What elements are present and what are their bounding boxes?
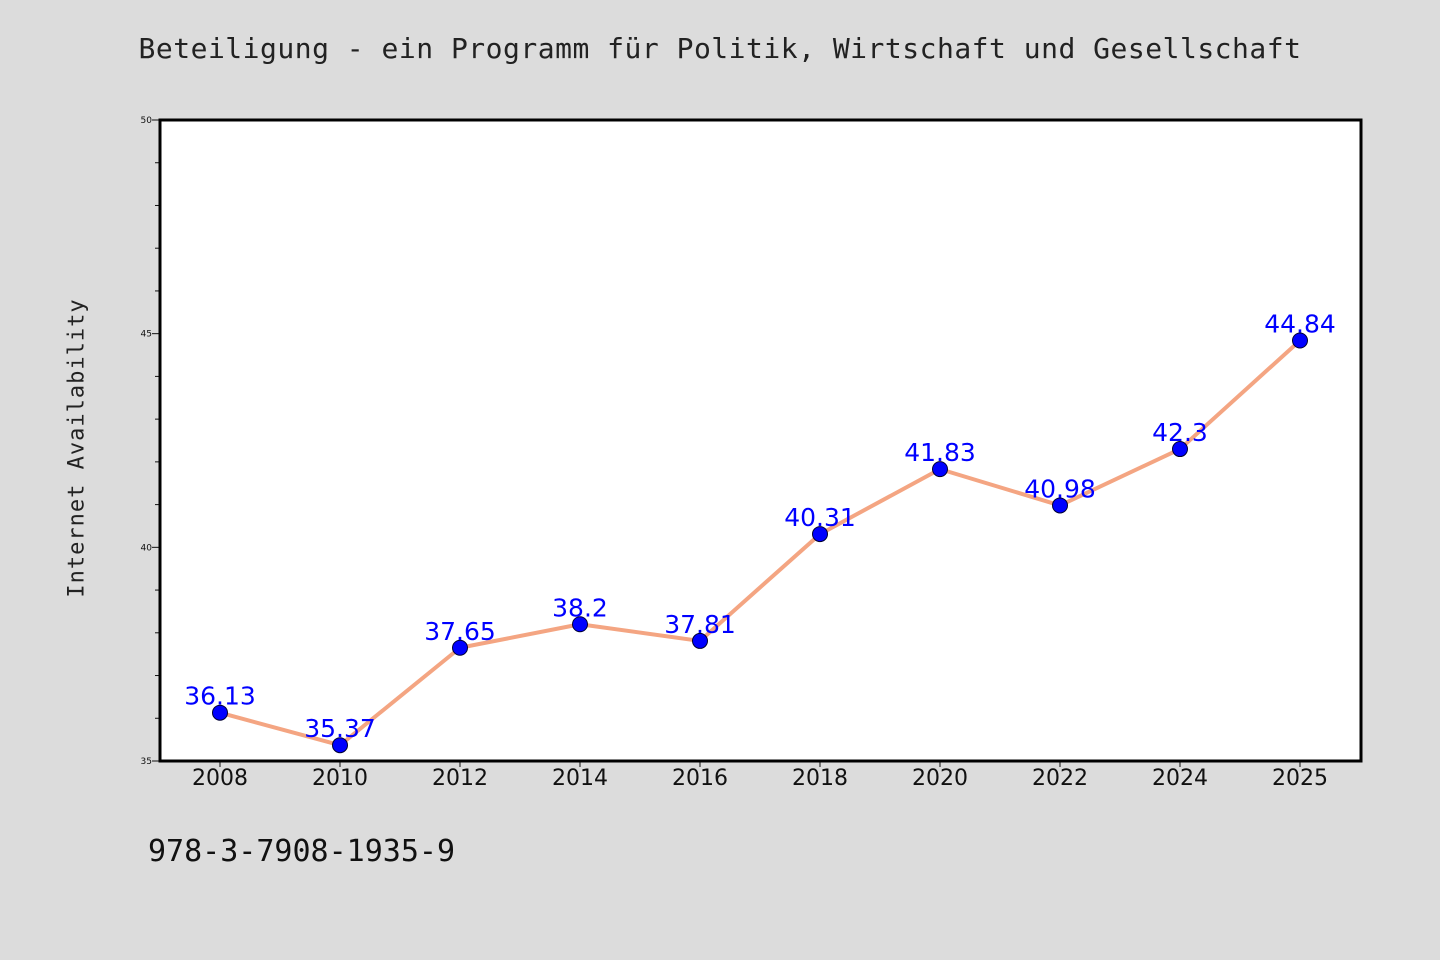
data-point bbox=[1172, 441, 1188, 458]
series-line bbox=[218, 338, 1302, 748]
x-tick-label: 2010 bbox=[312, 766, 368, 791]
data-point bbox=[212, 704, 228, 721]
data-point bbox=[812, 526, 828, 543]
data-label: 35.37 bbox=[304, 714, 376, 743]
y-tick-label: 50 bbox=[141, 116, 153, 126]
x-tick-label: 2008 bbox=[192, 766, 248, 791]
data-label: 44.84 bbox=[1264, 310, 1336, 339]
chart-title: Beteiligung - ein Programm für Politik, … bbox=[138, 32, 1302, 65]
x-tick-label: 2025 bbox=[1272, 766, 1328, 791]
data-label: 41.83 bbox=[904, 438, 976, 467]
data-point bbox=[452, 639, 468, 656]
data-point bbox=[332, 737, 348, 754]
x-tick-label: 2022 bbox=[1032, 766, 1088, 791]
data-point bbox=[932, 461, 948, 478]
x-tick-label: 2014 bbox=[552, 766, 608, 791]
data-point bbox=[572, 616, 588, 633]
x-tick-label: 2024 bbox=[1152, 766, 1208, 791]
x-tick-label: 2020 bbox=[912, 766, 968, 791]
data-point bbox=[1292, 332, 1308, 349]
data-label: 40.31 bbox=[784, 503, 856, 532]
data-label: 42.3 bbox=[1152, 418, 1208, 447]
footer-identifier: 978-3-7908-1935-9 bbox=[148, 834, 456, 869]
plot-background bbox=[160, 120, 1361, 761]
data-point bbox=[692, 632, 708, 649]
y-tick-label: 35 bbox=[141, 757, 152, 767]
x-tick-label: 2016 bbox=[672, 766, 728, 791]
data-label: 37.65 bbox=[424, 617, 496, 646]
plot-frame bbox=[158, 118, 1363, 763]
data-label: 37.81 bbox=[664, 610, 736, 639]
x-tick-label: 2018 bbox=[792, 766, 848, 791]
data-label: 40.98 bbox=[1024, 474, 1096, 503]
y-tick-label: 40 bbox=[141, 543, 153, 553]
data-label: 36.13 bbox=[184, 682, 256, 711]
data-point bbox=[1052, 497, 1068, 514]
x-tick-label: 2012 bbox=[432, 766, 488, 791]
y-tick-label: 45 bbox=[141, 330, 152, 340]
data-label: 38.2 bbox=[552, 593, 608, 622]
